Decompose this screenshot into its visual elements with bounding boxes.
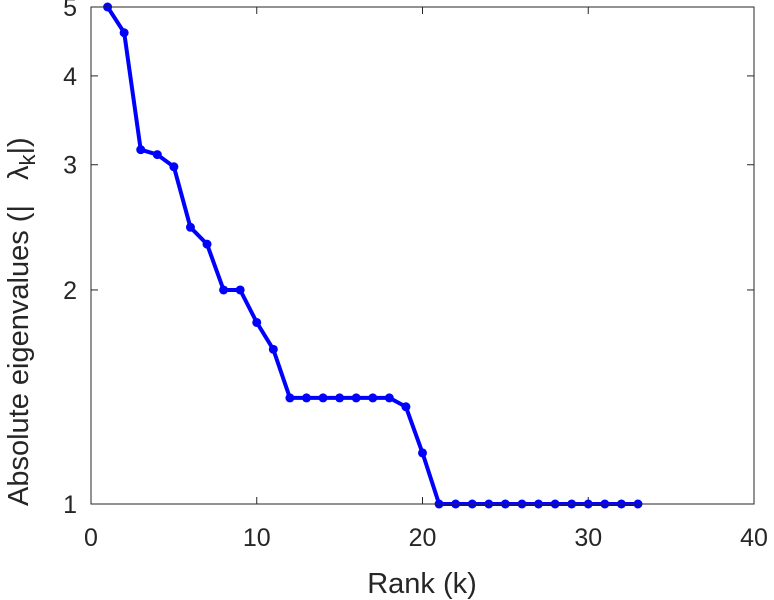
y-tick-label: 4 [63, 63, 77, 91]
x-tick-label: 40 [740, 524, 768, 552]
tick-labels: 0 10 20 30 40 1 2 3 4 5 [63, 0, 768, 552]
y-axis-label-end: |) [3, 137, 35, 154]
data-point [235, 285, 245, 295]
data-point [219, 285, 229, 295]
data-point [301, 393, 311, 403]
data-point [384, 393, 394, 403]
y-tick-label: 2 [63, 277, 77, 305]
x-tick-label: 0 [84, 524, 98, 552]
data-point [136, 145, 146, 155]
lambda-subscript: k [15, 154, 40, 166]
x-tick-label: 10 [243, 524, 271, 552]
data-point [152, 150, 162, 160]
data-point [268, 344, 278, 354]
data-point [119, 28, 129, 38]
data-point [318, 393, 328, 403]
data-point [351, 393, 361, 403]
data-point [185, 222, 195, 232]
data-point [401, 402, 411, 412]
data-point [252, 317, 262, 327]
x-axis-label: Rank (k) [367, 568, 477, 600]
plot-background [91, 7, 754, 504]
data-point [169, 162, 179, 172]
lambda-symbol: λ [3, 165, 35, 180]
y-tick-label: 1 [63, 491, 77, 519]
data-point [202, 239, 212, 249]
data-point [335, 393, 345, 403]
x-tick-label: 30 [574, 524, 602, 552]
data-point [285, 393, 295, 403]
y-axis-label: Absolute eigenvalues (| λk|) [3, 137, 40, 506]
y-axis-label-main: Absolute eigenvalues (| [3, 205, 35, 506]
y-tick-label: 3 [63, 152, 77, 180]
data-point [368, 393, 378, 403]
data-point [418, 448, 427, 458]
x-tick-label: 20 [409, 524, 437, 552]
y-tick-label: 5 [63, 0, 77, 22]
plot-frame [90, 6, 755, 505]
